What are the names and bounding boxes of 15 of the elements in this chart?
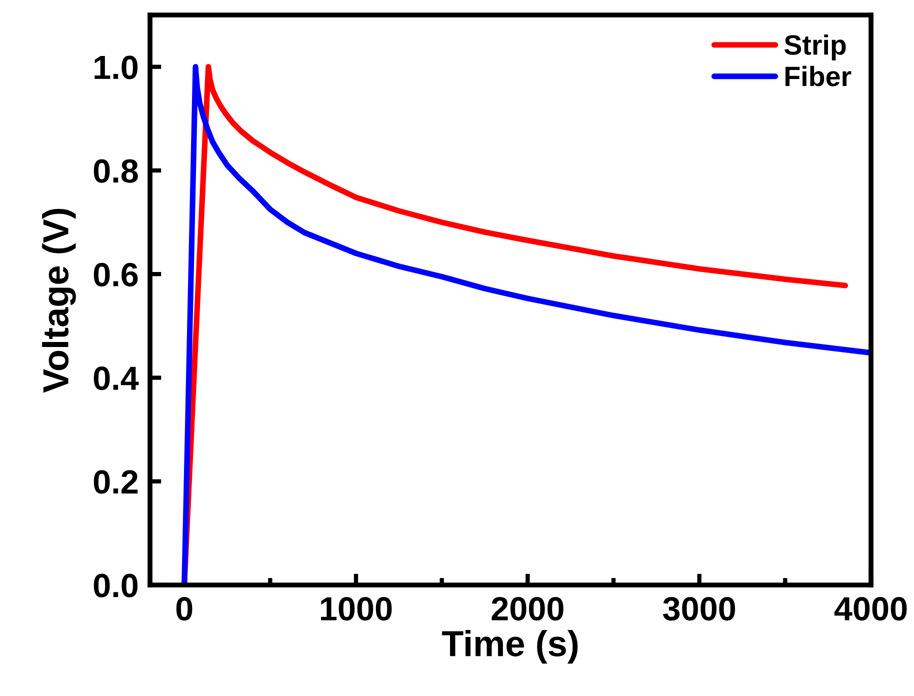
- legend-label: Fiber: [786, 66, 852, 86]
- y-tick-label: 0.0: [94, 574, 138, 598]
- x-tick-label: 2000: [492, 596, 564, 621]
- y-tick-label: 0.4: [94, 366, 139, 390]
- y-tick-label: 0.2: [94, 470, 138, 494]
- y-tick-label: 0.6: [94, 262, 138, 286]
- x-tick-label: 3000: [663, 596, 736, 621]
- y-tick-label: 1.0: [94, 56, 138, 80]
- x-tick-label: 4000: [834, 596, 907, 621]
- legend-label: Strip: [784, 34, 846, 60]
- y-tick-label: 0.8: [94, 159, 138, 183]
- x-tick-label: 1000: [321, 596, 392, 621]
- x-axis-title: Time (s): [442, 630, 578, 664]
- x-tick-label: 0: [176, 596, 192, 621]
- y-axis-title: Voltage (V): [42, 208, 76, 393]
